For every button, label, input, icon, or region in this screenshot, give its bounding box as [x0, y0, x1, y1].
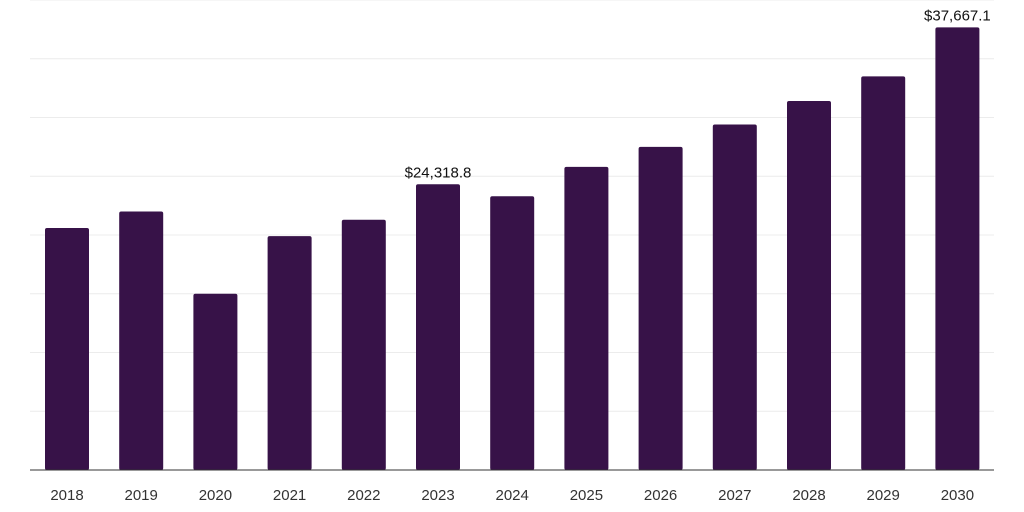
x-tick-label: 2025 — [570, 487, 603, 504]
bar-2026[interactable] — [638, 146, 683, 470]
bar-2022[interactable] — [341, 219, 386, 470]
data-label-2023: $24,318.8 — [405, 164, 472, 181]
x-tick-label: 2018 — [50, 487, 83, 504]
x-tick-label: 2029 — [867, 487, 900, 504]
bar-2025[interactable] — [564, 166, 609, 470]
x-tick-label: 2030 — [941, 487, 974, 504]
x-tick-label: 2020 — [199, 487, 232, 504]
bar-2019[interactable] — [119, 211, 164, 471]
bar-2024[interactable] — [490, 196, 535, 470]
x-tick-label: 2022 — [347, 487, 380, 504]
bar-2027[interactable] — [712, 124, 757, 471]
bar-2029[interactable] — [861, 76, 906, 470]
bars — [45, 27, 980, 471]
bar-2023[interactable] — [416, 184, 460, 471]
x-tick-label: 2028 — [792, 487, 825, 504]
x-tick-label: 2019 — [125, 487, 158, 504]
x-tick-label: 2026 — [644, 487, 677, 504]
x-tick-label: 2021 — [273, 487, 306, 504]
bar-2018[interactable] — [45, 227, 89, 470]
bar-2030[interactable] — [935, 27, 980, 471]
x-tick-label: 2027 — [718, 487, 751, 504]
bar-2028[interactable] — [787, 101, 831, 471]
x-tick-label: 2023 — [421, 487, 454, 504]
x-tick-label: 2024 — [496, 487, 529, 504]
data-label-2030: $37,667.1 — [924, 7, 991, 24]
x-axis-ticks: 2018 2019 2020 2021 2022 2023 2024 2025 2026 2027… — [50, 487, 974, 504]
bar-2020[interactable] — [193, 293, 238, 470]
bar-2021[interactable] — [267, 236, 312, 470]
data-labels: $24,318.8 $37,667.1 — [405, 7, 991, 181]
